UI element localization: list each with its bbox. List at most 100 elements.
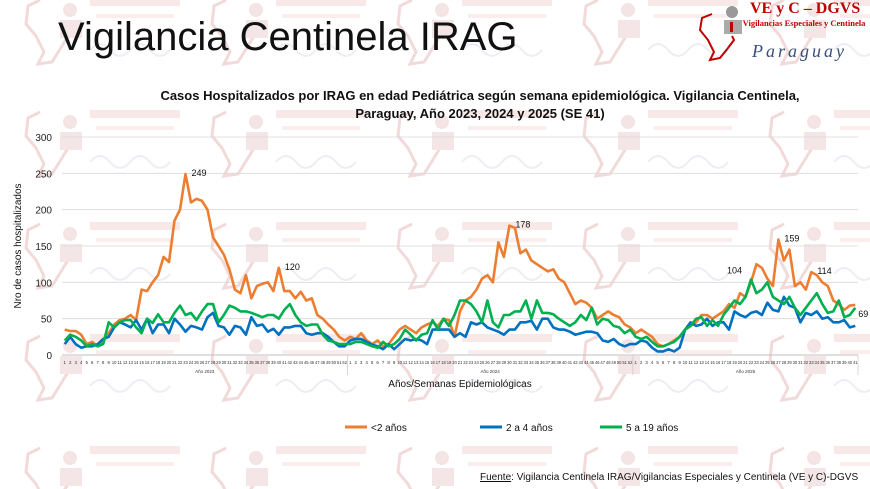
x-tick-label: 44: [584, 360, 589, 365]
source-text: : Vigilancia Centinela IRAG/Vigilancias …: [511, 472, 859, 483]
x-tick-label: 20: [167, 360, 172, 365]
x-axis-title: Años/Semanas Epidemiológicas: [388, 379, 531, 390]
x-tick-label: 14: [705, 360, 710, 365]
x-tick-label: 25: [194, 360, 199, 365]
x-tick-label: 19: [732, 360, 737, 365]
x-tick-label: 48: [606, 360, 611, 365]
y-tick-label: 300: [35, 133, 52, 144]
series-line-under-2: [64, 172, 856, 348]
x-tick-label: 4: [80, 360, 83, 365]
source-label: Fuente: [480, 472, 512, 483]
x-tick-label: 2: [354, 360, 357, 365]
x-tick-label: 25: [765, 360, 770, 365]
x-tick-label: 18: [441, 360, 446, 365]
x-tick-label: 10: [397, 360, 402, 365]
x-tick-label: 2: [69, 360, 72, 365]
x-tick-label: 40: [847, 360, 852, 365]
x-tick-label: 15: [710, 360, 715, 365]
x-tick-label: 47: [600, 360, 605, 365]
x-tick-label: 33: [238, 360, 243, 365]
x-tick-label: 15: [139, 360, 144, 365]
data-label: 249: [192, 168, 207, 178]
x-tick-label: 45: [304, 360, 309, 365]
x-tick-label: 22: [463, 360, 468, 365]
x-tick-label: 46: [309, 360, 314, 365]
x-tick-label: 18: [727, 360, 732, 365]
x-tick-label: 30: [222, 360, 227, 365]
x-tick-label: 5: [371, 360, 374, 365]
x-tick-label: 3: [360, 360, 363, 365]
data-label: 69: [858, 309, 868, 319]
x-tick-label: 12: [694, 360, 699, 365]
x-tick-label: 21: [458, 360, 463, 365]
x-tick-label: 6: [662, 360, 665, 365]
x-tick-label: 33: [809, 360, 814, 365]
x-tick-label: 26: [485, 360, 490, 365]
x-tick-label: 17: [436, 360, 441, 365]
y-axis-title: Nro de casos hospitalizados: [13, 183, 24, 308]
x-tick-label: 38: [836, 360, 841, 365]
x-tick-label: 21: [743, 360, 748, 365]
x-tick-label: 52: [628, 360, 633, 365]
x-tick-label: 15: [425, 360, 430, 365]
x-tick-label: 31: [513, 360, 518, 365]
logo-paraguay: Paraguay: [752, 41, 847, 61]
x-tick-label: 36: [540, 360, 545, 365]
source-footer: Fuente: Vigilancia Centinela IRAG/Vigila…: [480, 472, 858, 484]
x-tick-label: 11: [688, 360, 693, 365]
x-tick-label: 17: [721, 360, 726, 365]
x-tick-label: 29: [502, 360, 507, 365]
x-tick-label: 19: [161, 360, 166, 365]
x-tick-label: 39: [557, 360, 562, 365]
x-tick-label: 5: [656, 360, 659, 365]
x-tick-label: 26: [771, 360, 776, 365]
x-tick-label: 10: [683, 360, 688, 365]
x-tick-label: 51: [337, 360, 342, 365]
x-tick-label: 46: [595, 360, 600, 365]
x-tick-label: 47: [315, 360, 320, 365]
x-tick-label: 27: [491, 360, 496, 365]
y-tick-label: 250: [35, 169, 52, 180]
x-tick-label: 13: [699, 360, 704, 365]
x-tick-label: 32: [518, 360, 523, 365]
chart-title: Casos Hospitalizados por IRAG en edad Pe…: [90, 87, 870, 123]
x-tick-label: 23: [469, 360, 474, 365]
x-tick-label: 7: [96, 360, 99, 365]
x-tick-label: 27: [776, 360, 781, 365]
x-tick-label: 34: [244, 360, 249, 365]
x-tick-label: 39: [271, 360, 276, 365]
x-tick-label: 28: [211, 360, 216, 365]
x-tick-label: 33: [524, 360, 529, 365]
x-tick-label: 22: [749, 360, 754, 365]
x-tick-label: 26: [200, 360, 205, 365]
x-tick-label: 27: [205, 360, 210, 365]
x-tick-label: 19: [447, 360, 452, 365]
x-tick-label: 45: [589, 360, 594, 365]
x-tick-label: 18: [156, 360, 161, 365]
x-tick-label: 37: [260, 360, 265, 365]
x-tick-label: 35: [249, 360, 254, 365]
x-tick-label: 31: [798, 360, 803, 365]
chart-title-line1: Casos Hospitalizados por IRAG en edad Pe…: [160, 88, 800, 103]
x-tick-label: 21: [172, 360, 177, 365]
x-tick-label: 4: [651, 360, 654, 365]
x-tick-label: 28: [496, 360, 501, 365]
year-label: Año 2024: [481, 369, 501, 374]
x-tick-label: 25: [480, 360, 485, 365]
data-label: 104: [727, 265, 742, 275]
x-tick-label: 41: [282, 360, 287, 365]
x-tick-label: 13: [414, 360, 419, 365]
x-tick-label: 43: [293, 360, 298, 365]
x-tick-label: 37: [546, 360, 551, 365]
logo-map-icon: [698, 6, 742, 62]
x-tick-label: 39: [842, 360, 847, 365]
legend-label: 5 a 19 años: [626, 423, 678, 434]
x-tick-label: 14: [419, 360, 424, 365]
x-tick-label: 30: [507, 360, 512, 365]
x-tick-label: 8: [387, 360, 390, 365]
data-label: 159: [784, 233, 799, 243]
x-tick-label: 6: [91, 360, 94, 365]
x-tick-label: 24: [474, 360, 479, 365]
x-tick-label: 16: [145, 360, 150, 365]
